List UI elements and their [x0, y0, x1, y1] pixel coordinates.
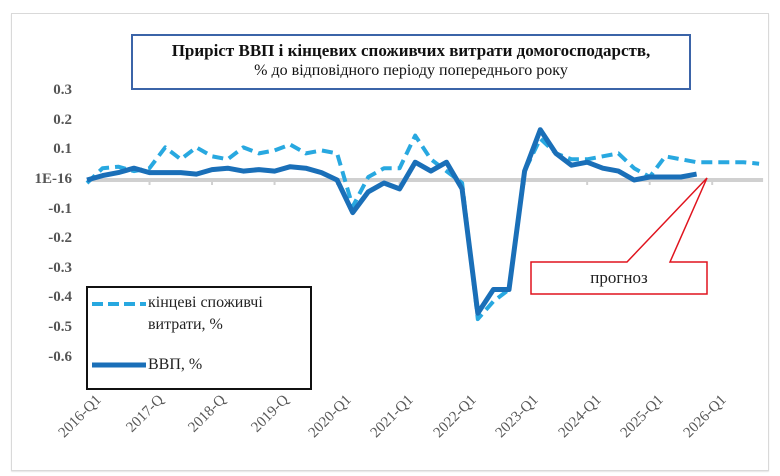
y-tick-label: -0.2 [48, 230, 72, 247]
y-tick-label: -0.4 [48, 289, 72, 306]
y-tick-label: -0.1 [48, 200, 72, 217]
y-tick-label: -0.3 [48, 259, 72, 276]
forecast-callout [530, 177, 708, 295]
chart-subtitle: % до відповідного періоду попереднього р… [254, 62, 568, 79]
legend-consumption-line2: витрати, % [148, 316, 223, 333]
y-tick-label: 1E-16 [34, 171, 73, 187]
forecast-callout-label: прогноз [590, 268, 648, 287]
solid-line-swatch-icon [92, 362, 146, 368]
dashed-line-swatch-icon [92, 302, 146, 306]
y-tick-label: 0.1 [53, 141, 72, 158]
legend-consumption-line1: кінцеві споживчі [148, 294, 263, 311]
y-tick-label: -0.6 [48, 348, 72, 365]
y-tick-label: -0.5 [48, 319, 72, 335]
legend-item-consumption: кінцеві споживчі витрати, % [88, 292, 263, 336]
chart-title-box: Приріст ВВП і кінцевих споживчих витрати… [131, 34, 691, 90]
legend-item-gdp: ВВП, % [88, 354, 202, 376]
chart-title: Приріст ВВП і кінцевих споживчих витрати… [171, 41, 651, 60]
y-tick-label: 0.2 [53, 111, 72, 128]
gdp-series-line [86, 127, 698, 316]
legend: кінцеві споживчі витрати, % ВВП, % [86, 286, 312, 390]
y-tick-label: 0.3 [53, 82, 72, 99]
legend-gdp-label: ВВП, % [148, 356, 203, 373]
